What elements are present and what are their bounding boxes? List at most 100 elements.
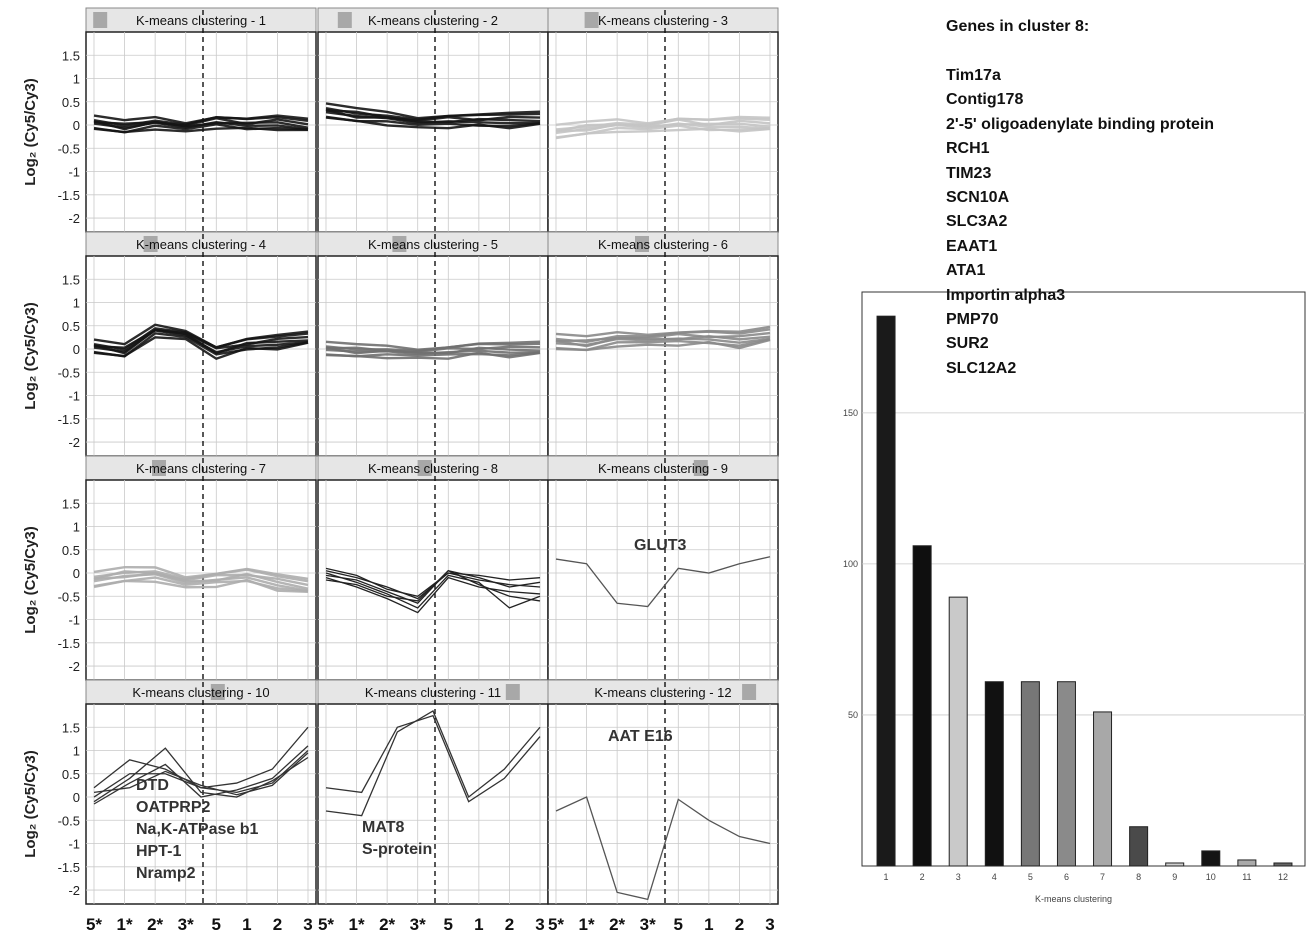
bar-cluster-12 — [1273, 862, 1293, 867]
x-tick-label: 2* — [609, 915, 625, 934]
kmeans-panel-6: K-means clustering - 6 — [547, 231, 779, 457]
kmeans-panel-5: K-means clustering - 5 — [317, 231, 549, 457]
y-tick-label: 1 — [73, 520, 80, 535]
panel-title: K-means clustering - 10 — [132, 685, 269, 700]
bar-x-tick-label: 6 — [1064, 872, 1069, 882]
cluster-profile-line — [555, 124, 771, 139]
y-tick-label: -0.5 — [58, 365, 80, 380]
x-tick-label: 5* — [86, 915, 102, 934]
x-tick-label: 5 — [674, 915, 683, 934]
y-tick-label: 0.5 — [62, 767, 80, 782]
cluster-profile-line — [325, 351, 541, 358]
gene-item: EAAT1 — [946, 237, 998, 255]
x-tick-label: 1 — [474, 915, 483, 934]
gene-profile-line — [93, 745, 309, 805]
bar-x-tick-label: 2 — [920, 872, 925, 882]
x-tick-label: 3* — [640, 915, 656, 934]
cluster-profile-line — [325, 115, 541, 128]
x-tick-label: 3* — [178, 915, 194, 934]
cluster-profile-line — [93, 576, 309, 593]
gene-item: TIM23 — [946, 164, 992, 182]
y-tick-label: -2 — [68, 883, 80, 898]
gene-item: RCH1 — [946, 140, 990, 158]
y-tick-label: -1 — [68, 837, 80, 852]
y-tick-label: 1.5 — [62, 496, 80, 511]
x-tick-label: 2* — [379, 915, 395, 934]
gene-item: SCN10A — [946, 189, 1010, 207]
bar-x-tick-label: 9 — [1172, 872, 1177, 882]
bar-x-tick-label: 8 — [1136, 872, 1141, 882]
gene-item: ATA1 — [946, 262, 986, 280]
panel-plot-area — [547, 255, 779, 457]
y-tick-label: 1.5 — [62, 272, 80, 287]
y-tick-label: -0.5 — [58, 589, 80, 604]
y-tick-label: 0 — [73, 566, 80, 581]
x-tick-label: 3* — [410, 915, 426, 934]
y-tick-label: 0 — [73, 118, 80, 133]
gene-profile-line — [325, 569, 541, 602]
gene-item: PMP70 — [946, 311, 999, 329]
gene-item: Tim17a — [946, 67, 1001, 84]
gene-profile-line — [325, 572, 541, 609]
bar-cluster-9 — [1165, 862, 1185, 867]
cluster-profile-line — [325, 102, 541, 120]
kmeans-panel-1: K-means clustering - 1 — [85, 7, 317, 233]
y-tick-label: 1.5 — [62, 720, 80, 735]
gene-label: OATPRP2 — [136, 799, 210, 816]
panel-title: K-means clustering - 6 — [598, 237, 728, 252]
panel-plot-area — [317, 31, 549, 233]
panel-header-marker — [742, 684, 757, 700]
bar-cluster-7 — [1093, 711, 1113, 867]
bar-x-tick-label: 11 — [1242, 872, 1251, 882]
bar-x-tick-label: 7 — [1100, 872, 1105, 882]
bar-plot-area — [861, 291, 1306, 867]
panel-header — [85, 7, 317, 33]
gene-item: 2'-5' oligoadenylate binding protein — [946, 115, 1215, 133]
x-tick-label: 2 — [735, 915, 744, 934]
panel-plot-area — [317, 703, 549, 905]
panel-header — [85, 231, 317, 257]
bar-y-tick-label: 100 — [843, 559, 858, 569]
y-tick-label: -2 — [68, 435, 80, 450]
panel-header-marker — [584, 12, 599, 28]
x-tick-label: 3 — [765, 915, 774, 934]
gene-list: Tim17a Contig178 2'-5' oligoadenylate bind… — [946, 64, 1214, 381]
gene-label: MAT8 — [362, 819, 404, 836]
panel-header — [547, 455, 779, 481]
gene-profile-line — [93, 747, 309, 803]
kmeans-panel-4: K-means clustering - 4 — [85, 231, 317, 457]
y-tick-label: -1.5 — [58, 860, 80, 875]
bar-x-tick-label: 1 — [884, 872, 889, 882]
kmeans-panel-12: K-means clustering - 12 AAT E16 — [547, 679, 779, 905]
gene-label: Na,K-ATPase b1 — [136, 821, 259, 838]
panel-header-marker — [505, 684, 520, 700]
cluster-profile-line — [93, 120, 309, 131]
panel-header — [317, 455, 549, 481]
x-tick-label: 5 — [444, 915, 453, 934]
gene-profile-line — [325, 710, 541, 817]
panel-title: K-means clustering - 8 — [368, 461, 498, 476]
cluster-profile-line — [93, 332, 309, 358]
x-tick-label: 5* — [318, 915, 334, 934]
gene-item: SLC12A2 — [946, 359, 1017, 377]
cluster-profile-line — [325, 108, 541, 124]
kmeans-panel-9: K-means clustering - 9 GLUT3 — [547, 455, 779, 681]
x-tick-label: 1* — [579, 915, 595, 934]
gene-label: HPT-1 — [136, 843, 181, 860]
bar-cluster-8 — [1129, 826, 1149, 867]
gene-profile-line — [93, 752, 309, 796]
panel-header-marker — [143, 236, 158, 252]
cluster-profile-line — [93, 114, 309, 125]
cluster-profile-line — [555, 334, 771, 348]
y-tick-label: 1 — [73, 744, 80, 759]
panel-header — [85, 455, 317, 481]
y-axis-title: Log₂ (Cy5/Cy3) — [22, 750, 39, 858]
bar-x-axis-title: K-means clustering — [1035, 894, 1112, 904]
x-tick-label: 2 — [273, 915, 282, 934]
y-tick-label: -2 — [68, 211, 80, 226]
panel-header-marker — [210, 684, 225, 700]
gene-item: SLC3A2 — [946, 213, 1008, 231]
y-tick-label: 1 — [73, 72, 80, 87]
